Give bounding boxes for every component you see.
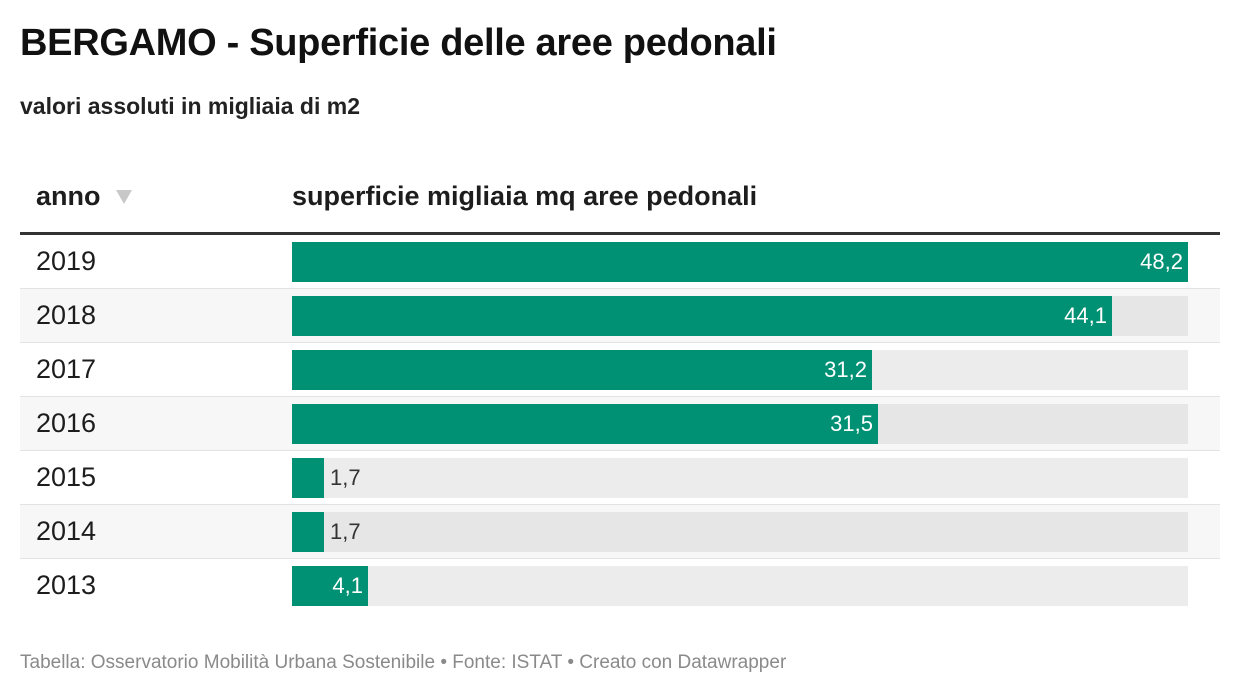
bar-value-label: 4,1 bbox=[332, 573, 363, 598]
table-header: anno superficie migliaia mq aree pedonal… bbox=[20, 172, 1220, 235]
year-cell: 2018 bbox=[36, 300, 97, 330]
bar-value-label: 48,2 bbox=[1140, 249, 1183, 274]
table-row: 2014 1,7 bbox=[20, 505, 1220, 559]
bar-track: 1,7 bbox=[292, 512, 1188, 552]
bar-fill bbox=[292, 350, 872, 390]
bar-fill bbox=[292, 458, 324, 498]
year-cell: 2015 bbox=[36, 462, 97, 492]
table-row: 2016 31,5 bbox=[20, 397, 1220, 451]
year-cell: 2019 bbox=[36, 246, 97, 276]
table-subtitle: valori assoluti in migliaia di m2 bbox=[20, 93, 360, 119]
bar-value-label: 44,1 bbox=[1064, 303, 1107, 328]
bar-fill bbox=[292, 404, 878, 444]
table-row: 2015 1,7 bbox=[20, 451, 1220, 505]
table-row: 2017 31,2 bbox=[20, 343, 1220, 397]
footer-credits: Tabella: Osservatorio Mobilità Urbana So… bbox=[20, 652, 787, 673]
table-row: 2018 44,1 bbox=[20, 289, 1220, 343]
sort-descending-icon[interactable] bbox=[116, 190, 132, 204]
bar-value-label: 1,7 bbox=[330, 519, 361, 544]
bar-track: 4,1 bbox=[292, 566, 1188, 606]
bar-value-label: 1,7 bbox=[330, 465, 361, 490]
column-header-year[interactable]: anno bbox=[36, 181, 101, 211]
year-cell: 2016 bbox=[36, 408, 97, 438]
year-cell: 2017 bbox=[36, 354, 97, 384]
bar-fill bbox=[292, 566, 368, 606]
year-cell: 2014 bbox=[36, 516, 97, 546]
bar-fill bbox=[292, 242, 1188, 282]
bar-track: 48,2 bbox=[292, 242, 1188, 282]
bar-value-label: 31,2 bbox=[824, 357, 867, 382]
bar-track: 31,5 bbox=[292, 404, 1188, 444]
bar-track: 1,7 bbox=[292, 458, 1188, 498]
table-title: BERGAMO - Superficie delle aree pedonali bbox=[20, 22, 777, 64]
bar-value-label: 31,5 bbox=[830, 411, 873, 436]
table-row: 2013 4,1 bbox=[20, 559, 1220, 612]
bar-fill bbox=[292, 512, 324, 552]
bar-track: 31,2 bbox=[292, 350, 1188, 390]
column-header-surface[interactable]: superficie migliaia mq aree pedonali bbox=[292, 181, 758, 211]
table-body: 2019 48,2 2018 44,1 2017 31,2 2016 31,5 2015 1,7 2… bbox=[20, 235, 1220, 612]
bar-track: 44,1 bbox=[292, 296, 1188, 336]
bar-fill bbox=[292, 296, 1112, 336]
table-row: 2019 48,2 bbox=[20, 235, 1220, 289]
year-cell: 2013 bbox=[36, 570, 97, 600]
